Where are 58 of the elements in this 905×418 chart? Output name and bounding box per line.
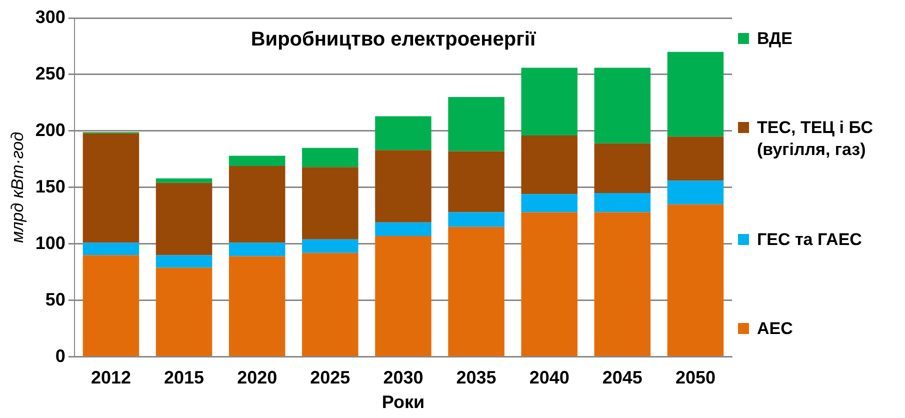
x-tick-label: 2045: [602, 368, 642, 388]
bar: [448, 226, 504, 356]
bar: [448, 212, 504, 227]
bar: [156, 178, 212, 183]
x-axis-title: Роки: [382, 392, 425, 412]
bar: [521, 212, 578, 356]
x-tick-label: 2035: [456, 368, 496, 388]
bar: [82, 255, 140, 356]
bar: [375, 150, 432, 222]
x-tick-label: 2012: [90, 368, 131, 388]
y-tick-label: 50: [45, 289, 66, 310]
y-tick-label: 100: [35, 232, 66, 253]
y-axis-title: млрд кВт·год: [8, 132, 27, 243]
x-tick-label: 2025: [310, 368, 350, 388]
bar: [594, 193, 651, 212]
bar: [228, 256, 286, 356]
bar: [594, 68, 651, 144]
y-tick-label: 150: [35, 176, 66, 196]
y-tick-label: 200: [35, 120, 66, 140]
bar: [521, 135, 578, 194]
y-tick-label: 300: [35, 6, 66, 27]
bar: [156, 268, 212, 356]
bar: [156, 255, 212, 268]
x-tick-label: 2015: [164, 368, 204, 388]
bar: [667, 204, 724, 356]
bar: [228, 156, 286, 166]
bar: [521, 68, 578, 136]
y-tick-label: 0: [55, 346, 66, 366]
bar: [82, 133, 140, 243]
x-tick-label: 2040: [529, 368, 570, 388]
bar: [667, 136, 724, 181]
bar: [448, 151, 504, 212]
bar: [375, 236, 432, 356]
bar: [521, 194, 578, 212]
bar: [156, 182, 212, 256]
bar: [375, 222, 432, 236]
bar: [228, 166, 286, 243]
x-tick-label: 2030: [383, 368, 424, 388]
bar: [448, 97, 504, 152]
legend-label: ГЕС та ГАЕС: [757, 228, 862, 251]
bar: [302, 167, 358, 240]
bar: [375, 116, 432, 150]
bar: [302, 252, 358, 356]
legend-label: ВДЕ: [757, 28, 793, 50]
bar: [82, 242, 140, 256]
text: Виробництво електроенергії: [250, 28, 536, 51]
bar: [228, 242, 286, 256]
bar: [302, 239, 358, 253]
x-tick-label: 2020: [237, 368, 278, 388]
y-tick-label: 250: [35, 63, 66, 84]
bar: [667, 52, 724, 137]
bar: [667, 180, 724, 204]
bar: [594, 143, 651, 194]
legend-label: АЕС: [757, 318, 793, 340]
bar: [594, 212, 651, 356]
legend-label: ТЕС, ТЕЦ і БС (вугілля, газ): [757, 117, 874, 162]
x-tick-label: 2050: [675, 368, 716, 388]
bar: [302, 148, 358, 168]
